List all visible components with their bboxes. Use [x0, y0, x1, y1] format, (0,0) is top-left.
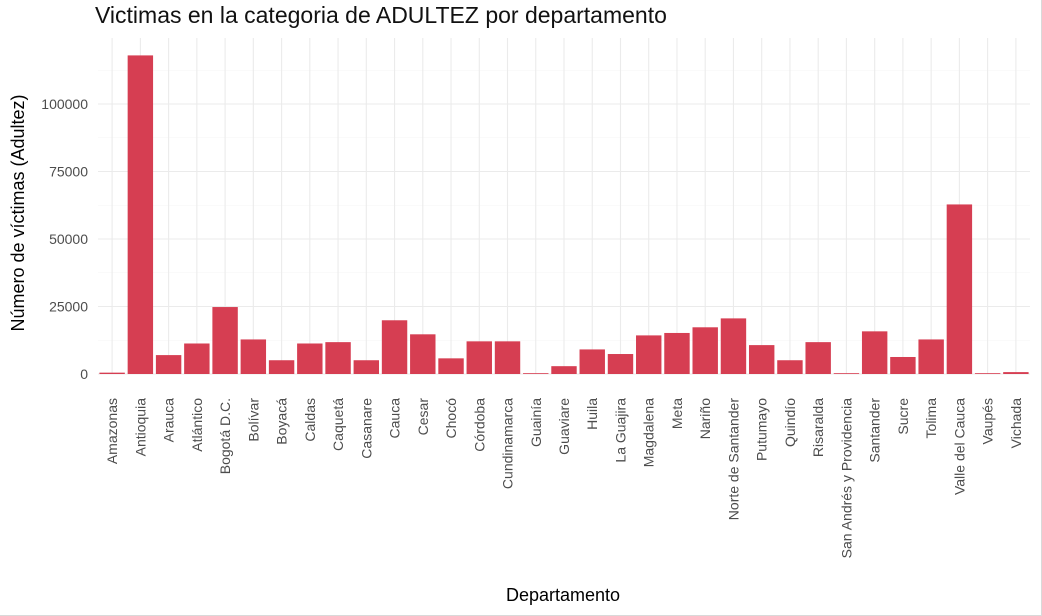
- chart-title: Victimas en la categoria de ADULTEZ por …: [95, 2, 667, 28]
- y-tick-label: 50000: [49, 231, 88, 247]
- x-tick-label: Santander: [867, 398, 883, 463]
- x-axis-title: Departamento: [506, 585, 620, 605]
- bars: [99, 55, 1029, 375]
- bar: [551, 366, 577, 374]
- x-tick-label: Meta: [669, 398, 685, 429]
- y-tick-labels: 0 25000 50000 75000 100000: [41, 96, 88, 382]
- x-tick-label: Córdoba: [471, 398, 487, 452]
- x-tick-label: Guainía: [528, 398, 544, 447]
- bar: [918, 339, 944, 374]
- x-tick-label: Huila: [584, 398, 600, 430]
- bar: [748, 345, 775, 374]
- bar: [466, 341, 492, 374]
- bar: [240, 339, 267, 374]
- x-tick-label: Tolima: [923, 398, 939, 439]
- y-tick-label: 100000: [41, 96, 88, 112]
- bar: [212, 307, 238, 374]
- x-tick-label: Chocó: [443, 398, 459, 439]
- x-tick-label: Cundinamarca: [500, 398, 516, 489]
- x-tick-label: Vichada: [1008, 398, 1024, 449]
- y-tick-label: 75000: [49, 164, 88, 180]
- x-tick-label: Amazonas: [104, 398, 120, 464]
- x-tick-label: Caldas: [302, 398, 318, 442]
- bar: [1003, 372, 1029, 374]
- x-tick-label: Caquetá: [330, 398, 346, 451]
- x-tick-label: Sucre: [895, 398, 911, 435]
- x-tick-label: Cauca: [387, 398, 403, 439]
- x-tick-label: Valle del Cauca: [951, 398, 967, 495]
- x-tick-label: Bogotá D.C.: [217, 398, 233, 474]
- bar: [325, 342, 351, 374]
- bar: [353, 360, 380, 374]
- bar: [833, 373, 860, 374]
- x-tick-label: Casanare: [358, 398, 374, 459]
- x-tick-label: San Andrés y Providencia: [838, 398, 854, 559]
- x-tick-label: Risaralda: [810, 398, 826, 457]
- bar: [127, 55, 154, 375]
- bar: [974, 373, 1001, 374]
- y-tick-label: 0: [80, 366, 88, 382]
- y-tick-label: 25000: [49, 299, 88, 315]
- x-tick-label: Nariño: [697, 398, 713, 439]
- bar: [184, 343, 210, 374]
- bar: [494, 341, 521, 374]
- bar: [579, 349, 605, 374]
- x-tick-label: Cesar: [415, 398, 431, 436]
- bar: [381, 320, 408, 374]
- x-tick-label: Guaviare: [556, 398, 572, 455]
- x-tick-label: La Guajira: [612, 398, 628, 463]
- gridlines: [98, 38, 1030, 375]
- bar: [692, 327, 718, 374]
- bar: [268, 360, 295, 374]
- x-tick-label: Bolívar: [245, 398, 261, 442]
- x-tick-label: Norte de Santander: [725, 398, 741, 521]
- bar: [607, 354, 634, 374]
- x-tick-labels: Amazonas Antioquia Arauca Atlántico Bogotá D…: [104, 398, 1024, 559]
- x-tick-label: Vaupés: [980, 398, 996, 444]
- x-tick-label: Quindío: [782, 398, 798, 447]
- bar: [720, 318, 747, 374]
- bar: [155, 355, 182, 374]
- bar: [523, 373, 549, 374]
- bar: [410, 334, 436, 374]
- bar: [99, 372, 125, 374]
- bar: [297, 343, 323, 374]
- bar: [861, 331, 888, 374]
- bar: [777, 360, 803, 374]
- bar: [805, 342, 831, 374]
- bar: [890, 356, 916, 374]
- bar: [946, 204, 973, 374]
- x-tick-label: Magdalena: [641, 398, 657, 467]
- bar: [636, 335, 662, 374]
- x-tick-label: Arauca: [161, 398, 177, 443]
- x-tick-label: Boyacá: [274, 398, 290, 445]
- bar: [438, 358, 464, 374]
- x-tick-label: Atlántico: [189, 398, 205, 452]
- x-tick-label: Antioquia: [132, 398, 148, 457]
- y-axis-title: Número de víctimas (Adultez): [8, 94, 28, 331]
- bar: [664, 332, 690, 374]
- x-tick-label: Putumayo: [754, 398, 770, 461]
